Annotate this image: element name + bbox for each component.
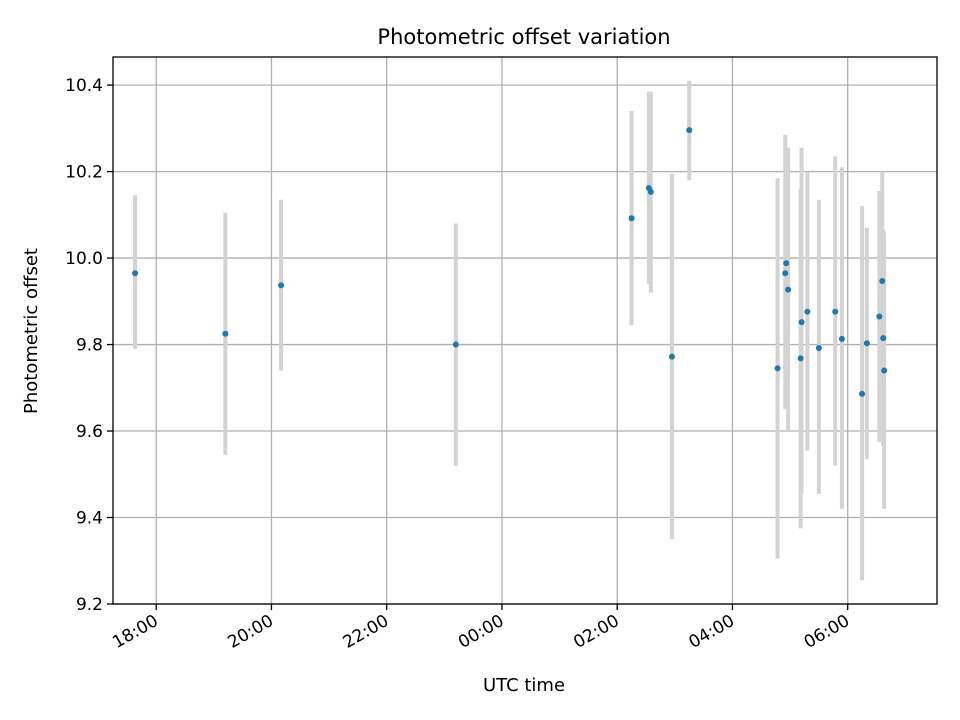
x-tick-label: 22:00 bbox=[340, 611, 392, 653]
data-point bbox=[804, 308, 811, 315]
data-point bbox=[452, 341, 459, 348]
x-tick-label: 04:00 bbox=[686, 611, 738, 653]
data-point bbox=[686, 127, 693, 134]
y-axis-label: Photometric offset bbox=[21, 248, 42, 414]
data-point bbox=[782, 270, 789, 277]
y-tick-label: 10.4 bbox=[65, 76, 103, 96]
x-tick-label: 18:00 bbox=[109, 611, 161, 653]
data-point bbox=[647, 188, 654, 195]
y-tick-label: 9.6 bbox=[76, 422, 103, 442]
data-point bbox=[798, 319, 805, 326]
y-tick-label: 10.2 bbox=[65, 163, 103, 183]
plot-frame bbox=[112, 56, 938, 605]
x-tick-label: 06:00 bbox=[801, 611, 853, 653]
x-tick-label: 00:00 bbox=[455, 611, 507, 653]
data-point bbox=[880, 335, 887, 342]
data-point bbox=[838, 335, 845, 342]
x-axis-label: UTC time bbox=[483, 675, 565, 696]
y-tick-label: 9.8 bbox=[76, 336, 103, 356]
data-point bbox=[879, 277, 886, 284]
data-point bbox=[774, 365, 781, 372]
data-point bbox=[783, 260, 790, 267]
data-point bbox=[668, 353, 675, 360]
x-tick-label: 20:00 bbox=[225, 611, 277, 653]
data-point bbox=[863, 340, 870, 347]
data-point bbox=[815, 345, 822, 352]
data-point bbox=[132, 270, 139, 277]
data-point bbox=[881, 367, 888, 374]
data-point bbox=[876, 313, 883, 320]
data-point bbox=[278, 282, 285, 289]
data-point bbox=[628, 215, 635, 222]
data-point bbox=[222, 330, 229, 337]
y-tick-label: 9.2 bbox=[76, 595, 103, 615]
data-point bbox=[859, 390, 866, 397]
data-point bbox=[832, 308, 839, 315]
x-tick-label: 02:00 bbox=[570, 611, 622, 653]
data-point bbox=[797, 355, 804, 362]
y-tick-label: 9.4 bbox=[76, 509, 103, 529]
chart-title: Photometric offset variation bbox=[377, 25, 670, 49]
y-tick-label: 10.0 bbox=[65, 249, 103, 269]
data-point bbox=[785, 286, 792, 293]
